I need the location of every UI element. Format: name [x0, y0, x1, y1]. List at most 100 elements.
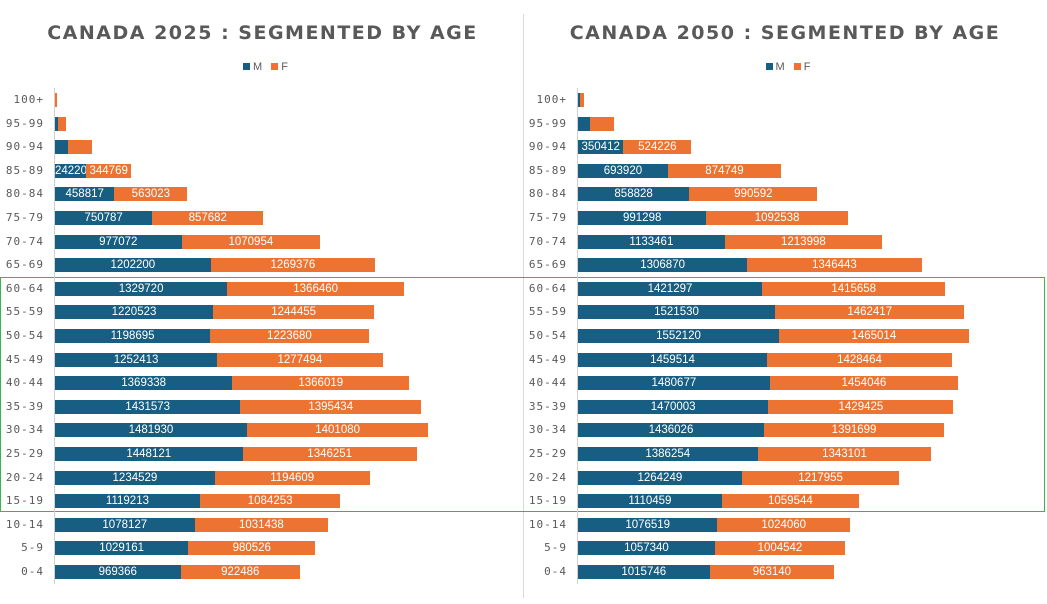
category-label: 70-74 — [528, 234, 567, 248]
category-label: 80-84 — [5, 187, 44, 201]
bar-f: 1269376 — [210, 258, 376, 273]
category-label: 40-44 — [528, 376, 567, 390]
bar-m: 977072 — [55, 234, 182, 249]
category-label: 60-64 — [528, 281, 567, 295]
bar-f — [55, 93, 57, 107]
category-label: 40-44 — [5, 376, 44, 390]
bar-m: 1386254 — [578, 447, 758, 461]
chart-2025: CANADA 2025 : SEGMENTED BY AGE M F 100+ 9… — [5, 22, 478, 584]
category-label: 70-74 — [5, 234, 44, 248]
bar-m: 1448121 — [55, 447, 243, 461]
bar-f: 1465014 — [778, 329, 969, 343]
bar-m — [55, 140, 68, 155]
category-label: 85-89 — [528, 163, 567, 177]
highlight-box-15-64 — [0, 277, 1045, 512]
bar-f: 563023 — [114, 187, 188, 202]
bar-f: 980526 — [188, 541, 316, 556]
category-label: 60-64 — [5, 281, 44, 295]
category-label: 45-49 — [528, 352, 567, 366]
bar-f: 1415658 — [762, 281, 946, 296]
legend-swatch-f — [793, 63, 801, 70]
category-label: 45-49 — [5, 352, 44, 366]
bar-m: 1459514 — [578, 352, 767, 367]
bar-m: 350412 — [578, 140, 624, 155]
bar-m: 1436026 — [578, 423, 764, 438]
bar-m: 1202200 — [55, 258, 211, 273]
category-label: 10-14 — [5, 517, 44, 531]
bar-f: 922486 — [180, 565, 300, 579]
category-label: 85-89 — [5, 163, 44, 177]
legend-label-m: M — [253, 61, 263, 73]
bar-f: 1391699 — [763, 423, 945, 438]
bar-m: 1252413 — [55, 352, 218, 367]
category-label: 35-39 — [5, 399, 44, 413]
bar-m: 1369338 — [55, 376, 233, 391]
bar-m: 1078127 — [55, 517, 195, 532]
chart-2050: CANADA 2050 : SEGMENTED BY AGE M F 100+ 9… — [523, 0, 1047, 604]
category-label: 20-24 — [528, 470, 567, 484]
bar-f: 1244455 — [213, 305, 375, 320]
bar-m: 750787 — [55, 211, 153, 225]
bar-f: 1031438 — [194, 517, 329, 532]
category-label: 95-99 — [5, 116, 44, 130]
category-label: 5-9 — [544, 541, 567, 555]
category-label: 55-59 — [528, 305, 567, 319]
category-label: 90-94 — [5, 140, 44, 154]
bar-m: 458817 — [55, 187, 115, 202]
category-label: 75-79 — [5, 211, 44, 224]
legend-swatch-m — [243, 63, 251, 70]
bar-m: 1480677 — [578, 376, 770, 391]
bar-f — [589, 116, 614, 131]
category-label: 35-39 — [528, 399, 567, 413]
bar-m: 1110459 — [578, 494, 722, 509]
legend: M F — [523, 61, 1047, 73]
bar-f: 1277494 — [217, 352, 383, 367]
category-label: 20-24 — [5, 470, 44, 484]
category-label: 0-4 — [544, 565, 567, 578]
category-label: 65-69 — [5, 258, 44, 272]
category-label: 55-59 — [5, 305, 44, 319]
bar-m: 1521530 — [578, 305, 776, 320]
bar-m — [55, 116, 59, 131]
category-label: 65-69 — [528, 258, 567, 272]
bar-f: 1343101 — [757, 447, 932, 461]
bar-f: 1366460 — [227, 281, 405, 296]
bar-m: 1198695 — [55, 329, 211, 343]
bar-m: 1431573 — [55, 399, 241, 414]
bar-f: 1070954 — [181, 234, 321, 249]
bar-m: 1306870 — [578, 258, 748, 273]
bar-f: 1346251 — [242, 447, 417, 461]
bar-f: 1194609 — [214, 470, 370, 485]
bar-m: 1264249 — [578, 470, 742, 485]
chart-title: CANADA 2025 : SEGMENTED BY AGE — [47, 22, 478, 44]
bar-f: 1092538 — [706, 211, 848, 225]
bar-f: 1059544 — [721, 494, 859, 509]
bar-m: 1234529 — [55, 470, 215, 485]
bar-f: 1024060 — [717, 517, 851, 532]
bar-m: 991298 — [578, 211, 707, 225]
category-label: 25-29 — [528, 447, 567, 460]
bar-f: 1366019 — [232, 376, 410, 391]
bar-f: 1395434 — [240, 399, 422, 414]
bar-f: 1213998 — [724, 234, 882, 249]
bar-f — [67, 140, 92, 155]
bar-f: 1346443 — [747, 258, 922, 273]
bar-f: 1429425 — [768, 399, 954, 414]
category-label: 5-9 — [21, 541, 44, 555]
bar-f: 1084253 — [199, 494, 341, 509]
bar-m: 1481930 — [55, 423, 247, 438]
category-label: 50-54 — [5, 329, 44, 342]
bar-f: 857682 — [152, 211, 264, 225]
bar-f: 1428464 — [767, 352, 952, 367]
bar-m: 1119213 — [55, 494, 200, 509]
bar-f: 874749 — [667, 163, 782, 178]
bar-m: 1470003 — [578, 399, 769, 414]
bar-m: 858828 — [578, 187, 690, 202]
bar-f: 1401080 — [246, 423, 429, 438]
bar-f: 1462417 — [775, 305, 965, 320]
category-label: 15-19 — [528, 494, 567, 508]
bar-m — [578, 93, 580, 107]
category-label: 10-14 — [528, 517, 567, 531]
bar-m: 1029161 — [55, 541, 189, 556]
category-label: 90-94 — [528, 140, 567, 154]
